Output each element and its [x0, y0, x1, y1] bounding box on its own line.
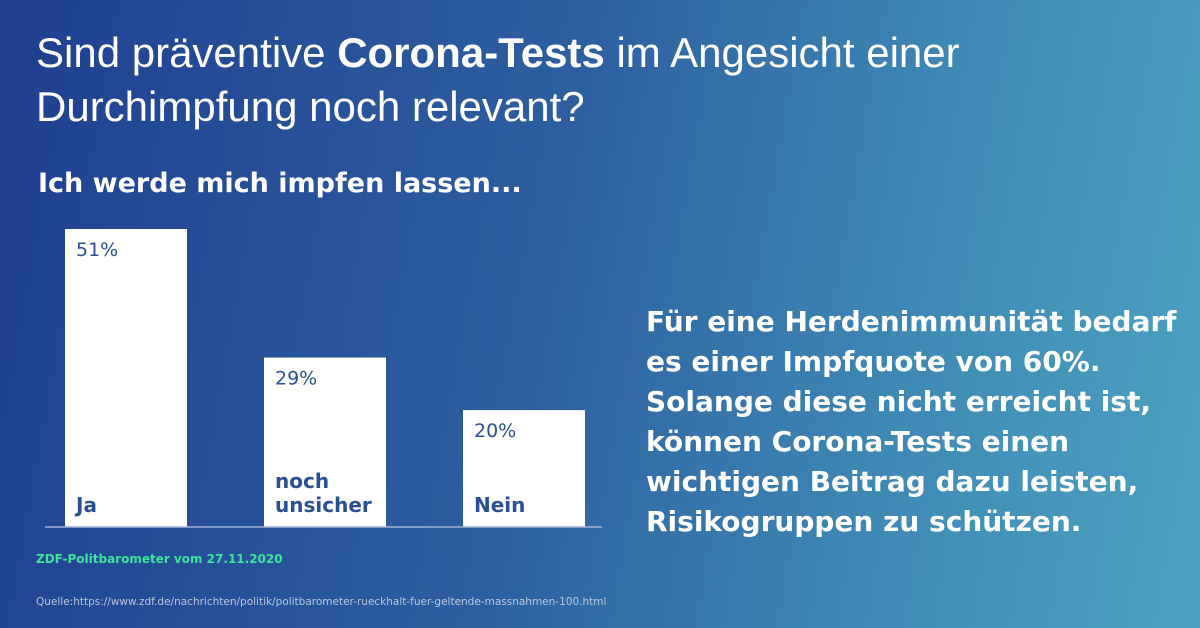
headline: Sind präventive Corona-Tests im Angesich… [36, 26, 1136, 134]
headline-part-2: im Angesicht einer Durchimpfung noch rel… [36, 29, 960, 130]
category-label-0: Ja [74, 493, 97, 517]
headline-part-1: Sind präventive [36, 29, 338, 76]
bar-0 [65, 229, 187, 527]
chart-title: Ich werde mich impfen lassen... [38, 168, 522, 199]
category-label-2: Nein [474, 493, 525, 517]
bar-2 [463, 410, 585, 527]
headline-bold: Corona-Tests [337, 29, 605, 76]
value-label-2: 20% [474, 420, 516, 442]
info-text: Für eine Herdenimmunität bedarf es einer… [646, 305, 1177, 538]
category-label-1-line-1: unsicher [275, 493, 372, 517]
source-label: ZDF-Politbarometer vom 27.11.2020 [36, 552, 283, 566]
source-url: Quelle:https://www.zdf.de/nachrichten/po… [36, 596, 607, 608]
value-label-0: 51% [76, 239, 118, 261]
category-label-1-line-0: noch [275, 469, 329, 493]
value-label-1: 29% [275, 368, 317, 390]
bar-1 [264, 357, 386, 527]
